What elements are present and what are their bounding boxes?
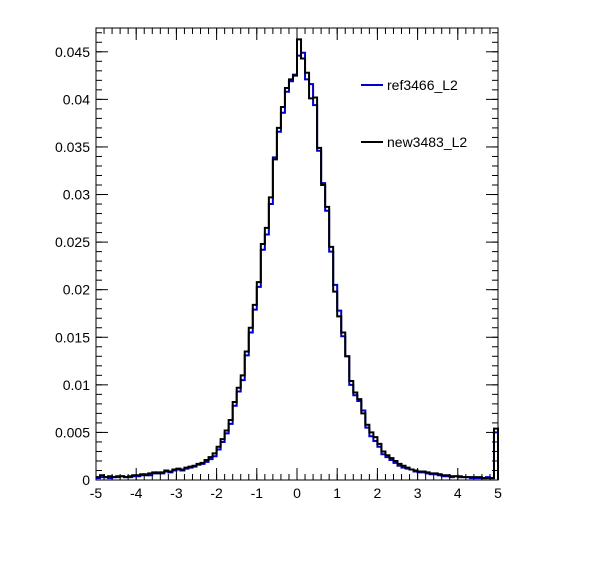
x-axis: -5 -4 -3 -2 -1 0 1 2 3 4 5 (90, 28, 502, 501)
y-tick-label: 0.04 (63, 91, 90, 107)
y-tick-label: 0.03 (63, 187, 90, 203)
x-tick-label: 5 (494, 485, 502, 501)
x-tick-label: 4 (454, 485, 462, 501)
y-tick-label: 0.02 (63, 282, 90, 298)
series-layer (96, 38, 499, 480)
legend-label-new3483: new3483_L2 (387, 134, 467, 150)
y-axis: 0 0.005 0.01 0.015 0.02 0.025 0.03 0.035 0.04 0.0… (55, 32, 498, 488)
x-tick-label: 0 (293, 485, 301, 501)
x-tick-label: -4 (130, 485, 143, 501)
y-tick-label: 0.015 (55, 329, 90, 345)
y-tick-label: 0.01 (63, 377, 90, 393)
legend: ref3466_L2 new3483_L2 (361, 77, 467, 150)
plot-frame (95, 27, 499, 481)
series-line-ref3466_L2 (96, 51, 499, 480)
y-tick-label: 0.045 (55, 44, 90, 60)
x-tick-label: -1 (251, 485, 264, 501)
x-tick-label: 2 (374, 485, 382, 501)
legend-label-ref3466: ref3466_L2 (387, 77, 458, 93)
y-tick-label: 0.035 (55, 139, 90, 155)
x-tick-label: 1 (333, 485, 341, 501)
x-tick-label: -2 (210, 485, 223, 501)
series-line-new3483_L2 (96, 38, 499, 480)
x-tick-label: -3 (170, 485, 183, 501)
y-tick-label: 0.025 (55, 234, 90, 250)
x-tick-label: -5 (90, 485, 103, 501)
x-tick-label: 3 (414, 485, 422, 501)
y-tick-label: 0 (82, 472, 90, 488)
y-tick-label: 0.005 (55, 424, 90, 440)
